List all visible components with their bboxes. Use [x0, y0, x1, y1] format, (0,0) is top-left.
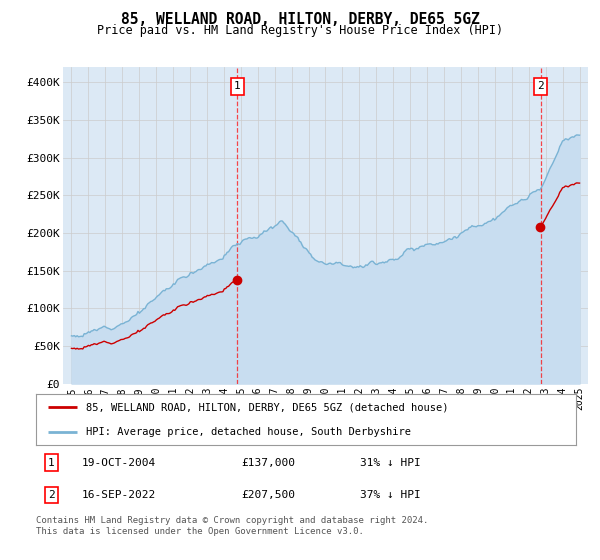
- Text: 16-SEP-2022: 16-SEP-2022: [82, 490, 156, 500]
- Text: 31% ↓ HPI: 31% ↓ HPI: [360, 458, 421, 468]
- Text: 1: 1: [234, 81, 241, 91]
- Text: 2: 2: [48, 490, 55, 500]
- Text: Contains HM Land Registry data © Crown copyright and database right 2024.
This d: Contains HM Land Registry data © Crown c…: [36, 516, 428, 536]
- Text: Price paid vs. HM Land Registry's House Price Index (HPI): Price paid vs. HM Land Registry's House …: [97, 24, 503, 37]
- Text: 2: 2: [537, 81, 544, 91]
- Text: 85, WELLAND ROAD, HILTON, DERBY, DE65 5GZ: 85, WELLAND ROAD, HILTON, DERBY, DE65 5G…: [121, 12, 479, 27]
- Text: 85, WELLAND ROAD, HILTON, DERBY, DE65 5GZ (detached house): 85, WELLAND ROAD, HILTON, DERBY, DE65 5G…: [86, 402, 448, 412]
- Text: £207,500: £207,500: [241, 490, 295, 500]
- Text: 1: 1: [48, 458, 55, 468]
- Text: 37% ↓ HPI: 37% ↓ HPI: [360, 490, 421, 500]
- Text: HPI: Average price, detached house, South Derbyshire: HPI: Average price, detached house, Sout…: [86, 427, 410, 437]
- Text: £137,000: £137,000: [241, 458, 295, 468]
- Text: 19-OCT-2004: 19-OCT-2004: [82, 458, 156, 468]
